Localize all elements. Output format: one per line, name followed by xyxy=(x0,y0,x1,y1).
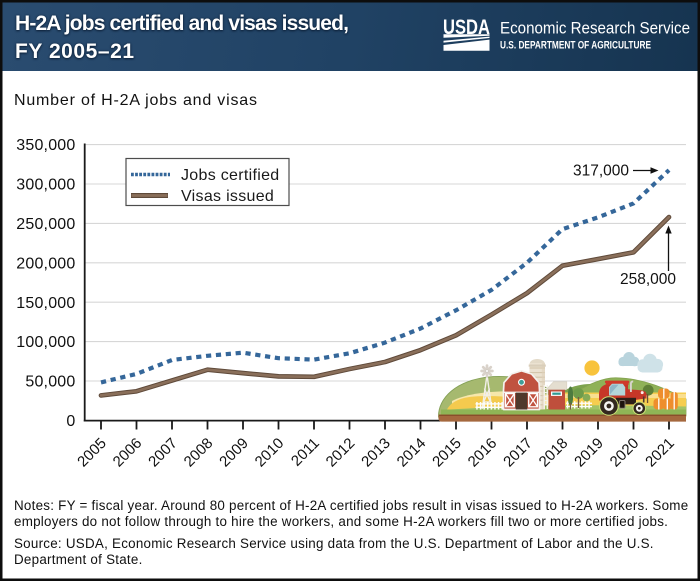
svg-text:Visas issued: Visas issued xyxy=(181,188,274,205)
svg-text:2013: 2013 xyxy=(358,435,394,471)
svg-text:2017: 2017 xyxy=(500,435,536,471)
svg-text:2008: 2008 xyxy=(181,435,217,471)
svg-text:200,000: 200,000 xyxy=(16,255,75,272)
svg-text:2011: 2011 xyxy=(288,435,323,470)
svg-text:2016: 2016 xyxy=(465,435,501,471)
svg-text:2018: 2018 xyxy=(536,435,572,471)
svg-text:2009: 2009 xyxy=(216,435,252,471)
svg-text:2012: 2012 xyxy=(323,435,359,471)
svg-text:Jobs certified: Jobs certified xyxy=(181,167,279,184)
svg-text:U.S. DEPARTMENT OF AGRICULTURE: U.S. DEPARTMENT OF AGRICULTURE xyxy=(500,40,651,52)
svg-text:2005: 2005 xyxy=(74,435,110,471)
svg-text:0: 0 xyxy=(66,413,75,430)
svg-text:150,000: 150,000 xyxy=(16,295,75,312)
svg-text:258,000: 258,000 xyxy=(620,271,676,288)
svg-text:317,000: 317,000 xyxy=(573,163,629,180)
svg-text:2007: 2007 xyxy=(145,435,181,471)
svg-text:2015: 2015 xyxy=(429,435,465,471)
svg-text:USDA: USDA xyxy=(443,16,490,39)
svg-text:2020: 2020 xyxy=(607,435,643,471)
svg-text:2006: 2006 xyxy=(110,435,146,471)
svg-text:2014: 2014 xyxy=(394,435,430,471)
svg-text:Economic Research Service: Economic Research Service xyxy=(500,20,690,38)
svg-text:2019: 2019 xyxy=(571,435,607,471)
svg-text:350,000: 350,000 xyxy=(16,137,75,154)
svg-text:100,000: 100,000 xyxy=(16,334,75,351)
svg-text:300,000: 300,000 xyxy=(16,177,75,194)
svg-text:50,000: 50,000 xyxy=(25,374,75,391)
svg-text:2010: 2010 xyxy=(252,435,288,471)
svg-text:2021: 2021 xyxy=(642,435,678,471)
svg-text:250,000: 250,000 xyxy=(16,216,75,233)
